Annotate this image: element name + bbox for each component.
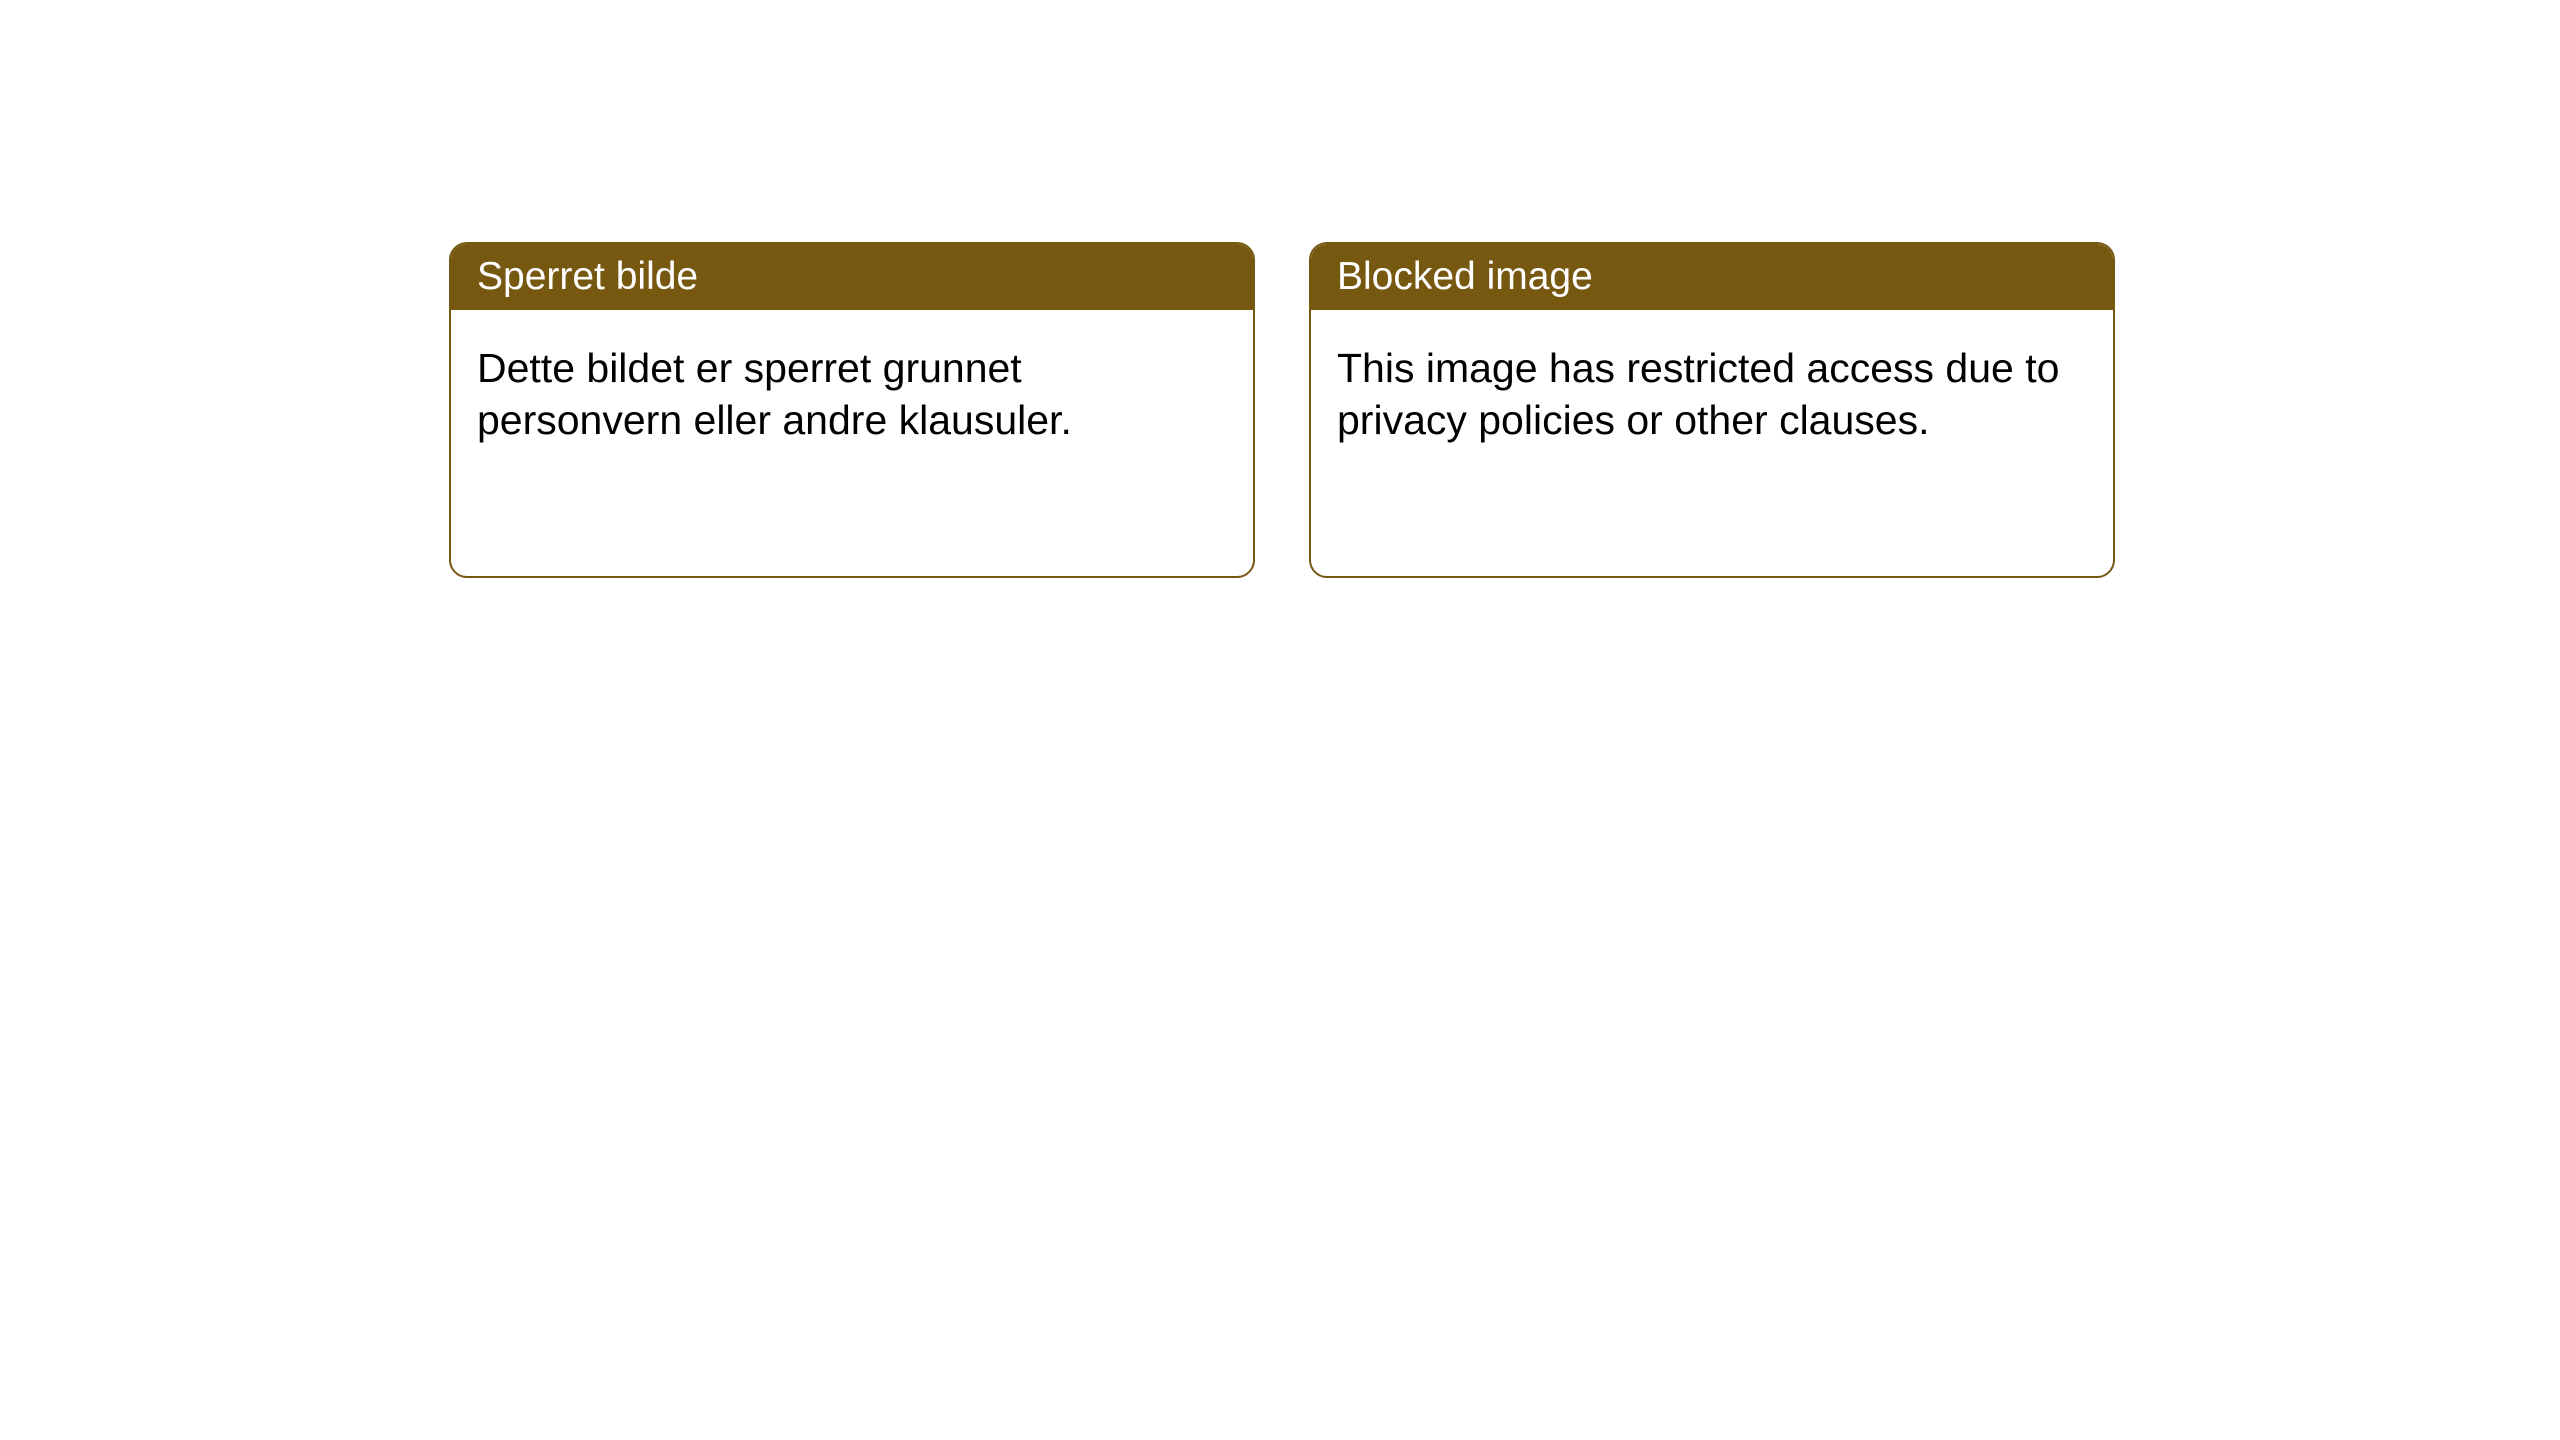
blocked-image-notice-en: Blocked image This image has restricted … <box>1309 242 2115 578</box>
notice-title-no: Sperret bilde <box>451 244 1253 310</box>
notice-body-en: This image has restricted access due to … <box>1311 310 2113 479</box>
blocked-image-notice-no: Sperret bilde Dette bildet er sperret gr… <box>449 242 1255 578</box>
notice-body-no: Dette bildet er sperret grunnet personve… <box>451 310 1253 479</box>
notice-title-en: Blocked image <box>1311 244 2113 310</box>
notice-container: Sperret bilde Dette bildet er sperret gr… <box>0 0 2560 578</box>
